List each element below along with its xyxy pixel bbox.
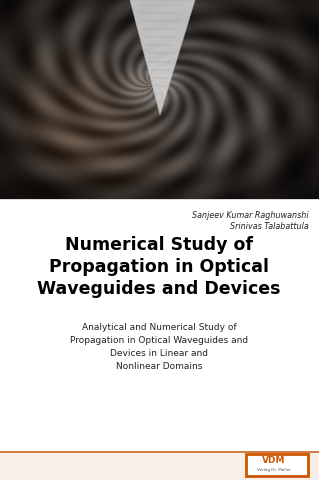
Text: Analytical and Numerical Study of
Propagation in Optical Waveguides and
Devices : Analytical and Numerical Study of Propag…: [70, 323, 248, 371]
Text: Sanjeev Kumar Raghuwanshi: Sanjeev Kumar Raghuwanshi: [192, 211, 309, 220]
Text: Numerical Study of
Propagation in Optical
Waveguides and Devices: Numerical Study of Propagation in Optica…: [37, 237, 281, 298]
Text: VDM: VDM: [262, 456, 286, 465]
Bar: [0, 199, 319, 480]
Bar: [0, 452, 319, 480]
Bar: [246, 454, 308, 476]
Polygon shape: [130, 0, 195, 115]
Text: Verlag Dr. Müller: Verlag Dr. Müller: [257, 468, 291, 472]
Text: Srinivas Talabattula: Srinivas Talabattula: [230, 222, 309, 231]
